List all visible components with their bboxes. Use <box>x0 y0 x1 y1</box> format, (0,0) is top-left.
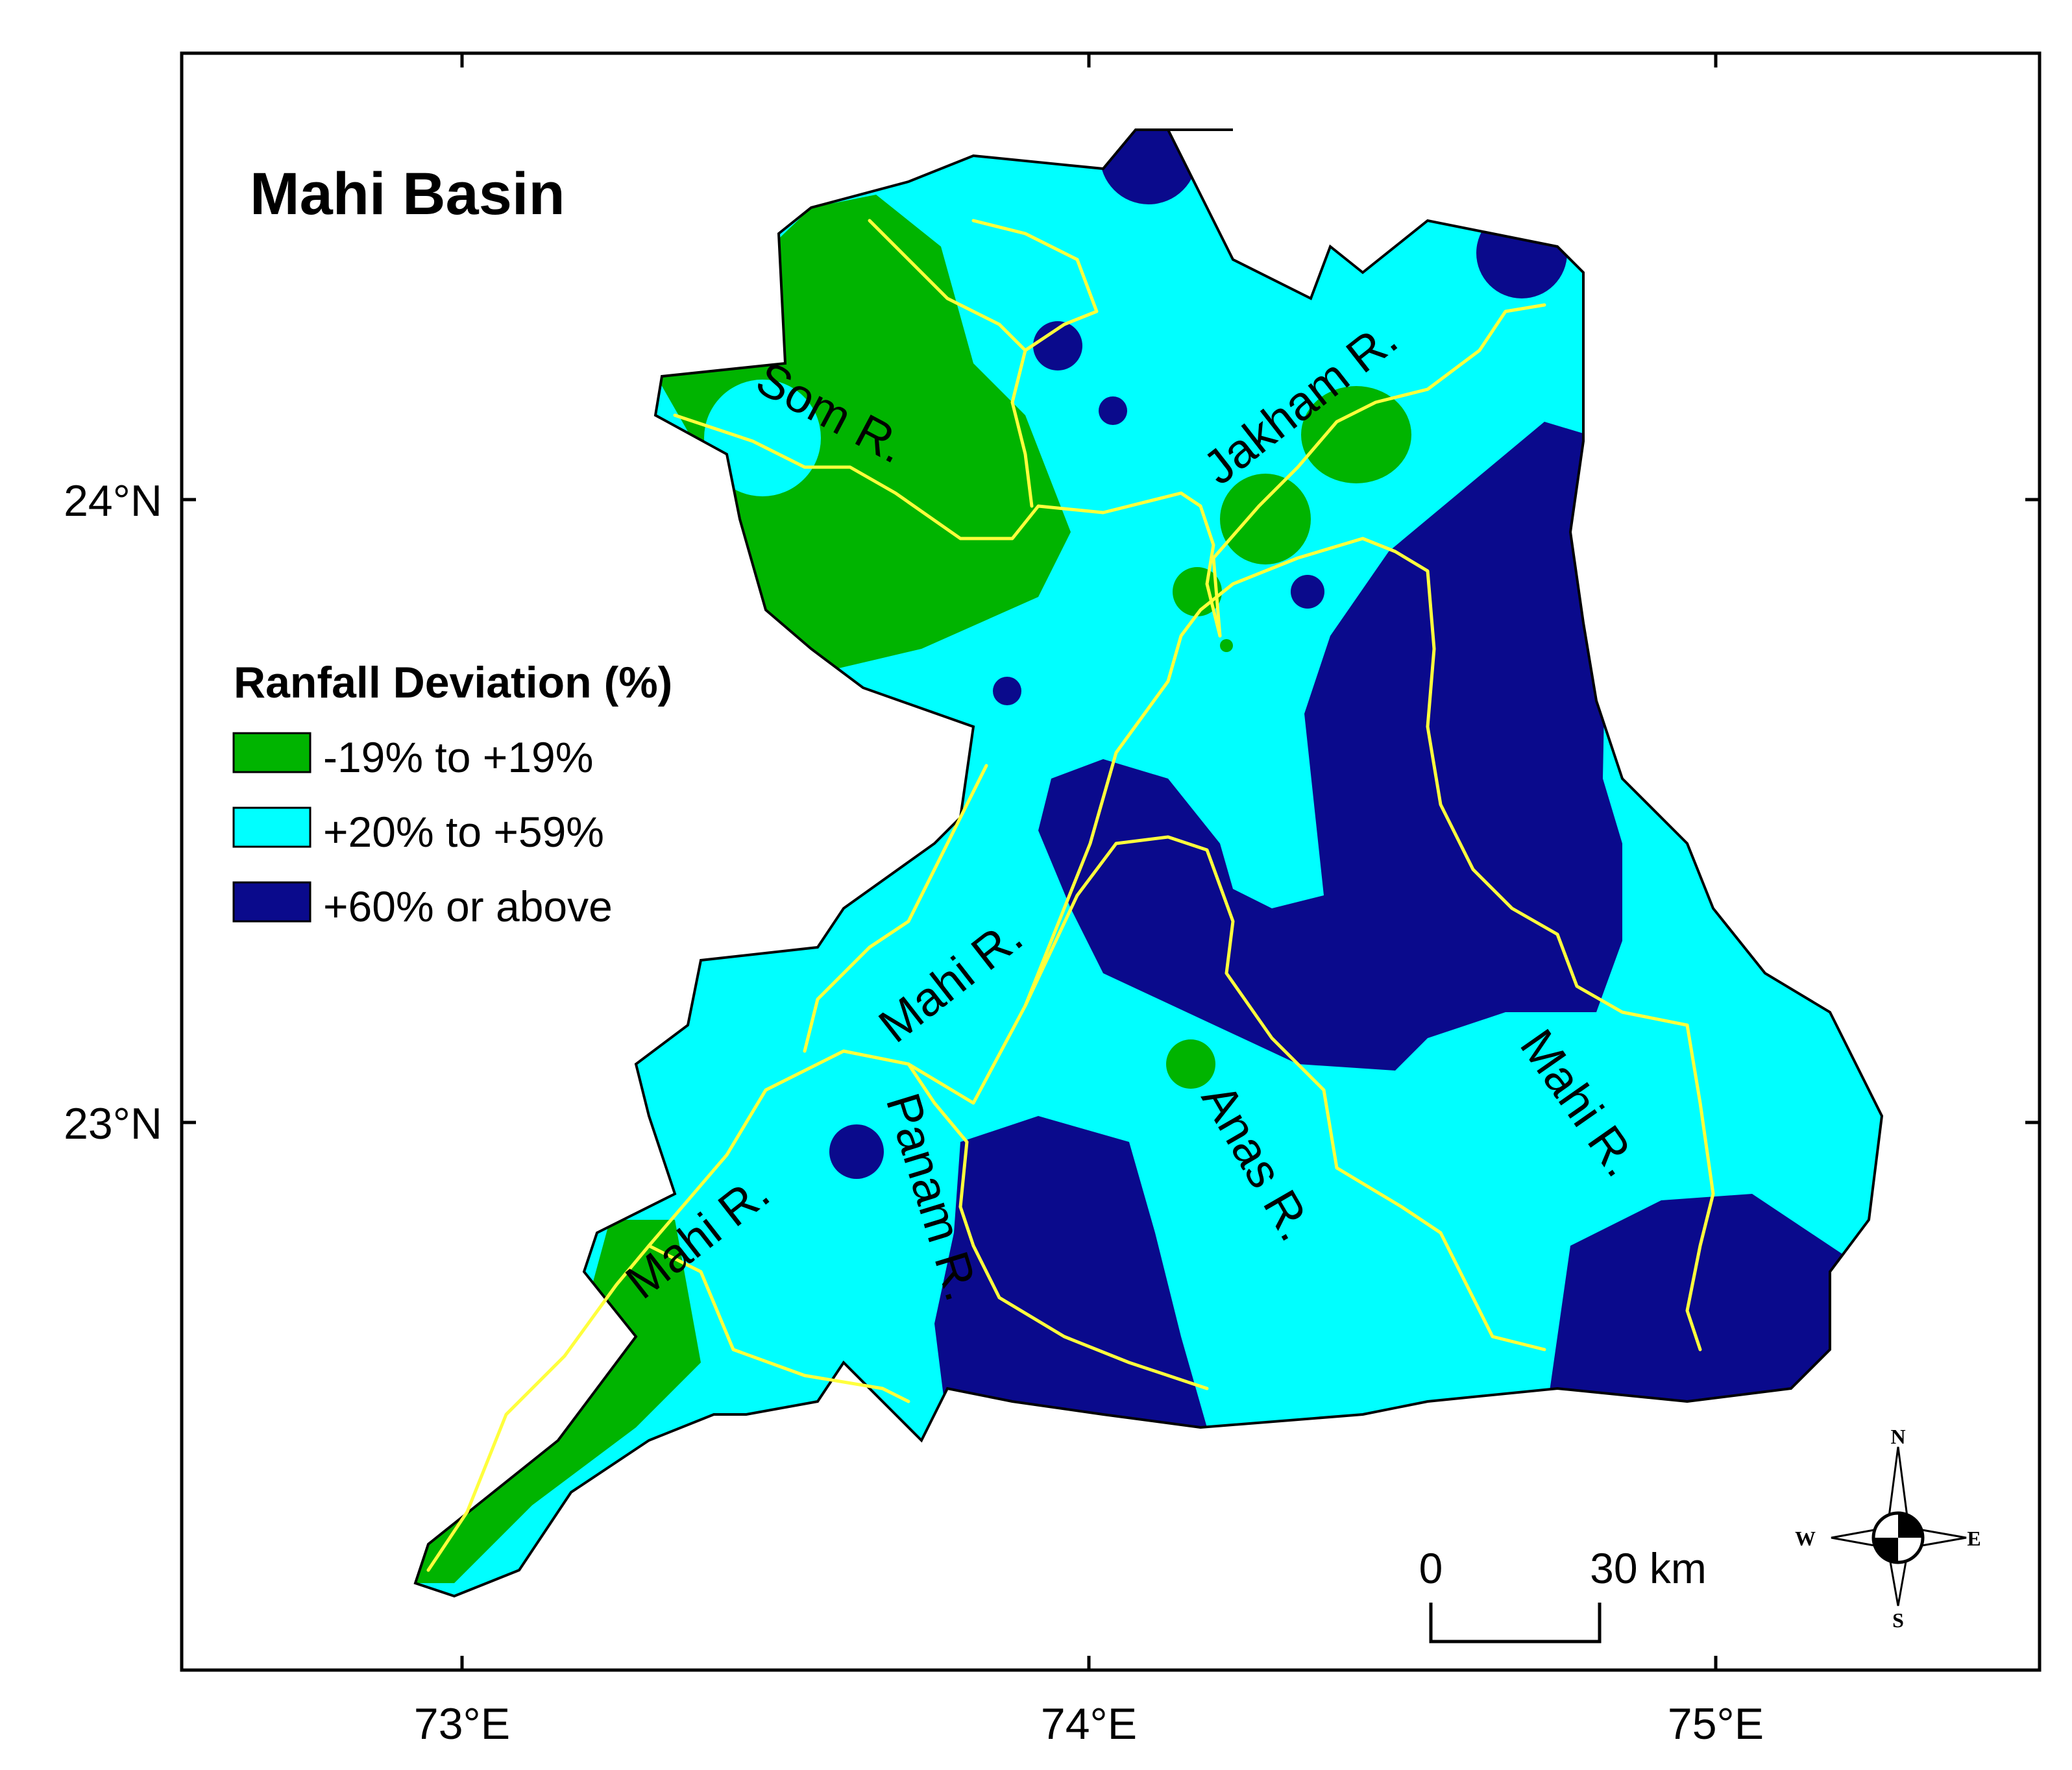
scale-start: 0 <box>1419 1544 1443 1592</box>
river-network <box>426 219 1715 1572</box>
y-tick-23N: 23°N <box>64 1099 162 1148</box>
river-som <box>673 413 1222 638</box>
compass-s: S <box>1892 1608 1904 1632</box>
scale-bar: 0 30 km <box>1419 1544 1707 1643</box>
river-som-north <box>868 219 1034 508</box>
map-frame <box>180 51 2042 1672</box>
legend-swatch-cyan <box>232 806 311 848</box>
compass-w: W <box>1795 1527 1816 1550</box>
axis-labels: 73°E 74°E 75°E 24°N 23°N <box>64 476 1764 1749</box>
river-west-trib <box>647 1244 910 1403</box>
zone-blue-southeast <box>1544 1194 1869 1427</box>
river-north-trib <box>971 219 1099 352</box>
x-tick-75E: 75°E <box>1668 1699 1764 1749</box>
x-tick-74E: 74°E <box>1041 1699 1137 1749</box>
basin-boundary <box>413 128 1884 1598</box>
legend: Ranfall Deviation (%) -19% to +19% +20% … <box>232 658 672 930</box>
river-west-trib-2 <box>803 764 988 1053</box>
zone-blue-dot-4 <box>993 677 1021 705</box>
map-title: Mahi Basin <box>250 161 565 227</box>
river-jakham <box>1212 303 1546 638</box>
compass-e: E <box>1967 1527 1981 1550</box>
compass-rose-icon: N S W E <box>1795 1425 1981 1632</box>
x-tick-73E: 73°E <box>414 1699 510 1749</box>
legend-title: Ranfall Deviation (%) <box>234 658 672 707</box>
legend-swatch-green <box>232 732 311 773</box>
zone-blue-dot-3 <box>1291 575 1324 609</box>
zone-blue-east <box>1038 422 1622 1071</box>
zone-green-jakham-2 <box>1220 474 1311 564</box>
scale-end: 30 km <box>1590 1544 1707 1592</box>
zone-blue-southcentral <box>934 1116 1207 1427</box>
legend-label-blue: +60% or above <box>323 882 613 930</box>
legend-swatch-blue <box>232 881 311 923</box>
zone-green-jakham-1 <box>1301 386 1411 483</box>
zone-blue-dot-2 <box>1099 396 1127 425</box>
zone-green-dot <box>1220 639 1233 652</box>
river-panam <box>907 1062 1209 1390</box>
zone-cyan-som-pocket <box>704 380 821 496</box>
zone-blue-dot-5 <box>829 1124 884 1179</box>
zone-green-small-2 <box>1166 1039 1215 1089</box>
river-mahi-main <box>426 835 1546 1572</box>
zone-blue-dot-1 <box>1033 321 1082 370</box>
tick-marks <box>182 53 2040 1670</box>
zone-blue-north-2 <box>1476 208 1567 298</box>
river-mahi-upper <box>1023 537 1715 1352</box>
compass-n: N <box>1890 1425 1905 1448</box>
legend-label-cyan: +20% to +59% <box>323 808 604 856</box>
legend-label-green: -19% to +19% <box>323 733 593 781</box>
y-tick-24N: 24°N <box>64 476 162 526</box>
